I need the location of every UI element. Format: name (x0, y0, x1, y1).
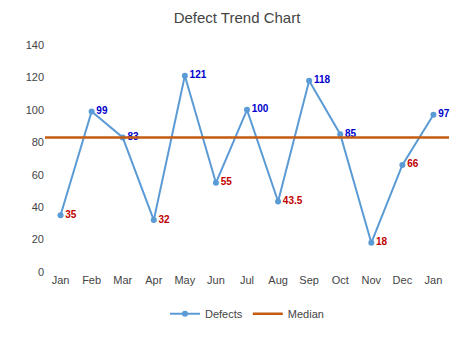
svg-text:Jun: Jun (207, 274, 225, 286)
svg-text:Aug: Aug (268, 274, 288, 286)
svg-text:Sep: Sep (299, 274, 319, 286)
svg-text:Apr: Apr (145, 274, 162, 286)
svg-text:55: 55 (221, 176, 233, 187)
svg-text:0: 0 (38, 266, 44, 278)
svg-text:Jan: Jan (52, 274, 70, 286)
svg-text:May: May (174, 274, 195, 286)
svg-text:118: 118 (314, 74, 331, 85)
svg-text:43.5: 43.5 (283, 195, 303, 206)
svg-text:Median: Median (288, 308, 324, 320)
svg-text:140: 140 (26, 39, 44, 51)
svg-text:85: 85 (345, 128, 357, 139)
svg-text:40: 40 (32, 201, 44, 213)
svg-text:80: 80 (32, 136, 44, 148)
svg-text:Mar: Mar (113, 274, 132, 286)
svg-text:100: 100 (26, 104, 44, 116)
svg-text:Oct: Oct (332, 274, 349, 286)
svg-text:97: 97 (438, 108, 450, 119)
svg-text:120: 120 (26, 71, 44, 83)
svg-text:Nov: Nov (362, 274, 382, 286)
svg-text:83: 83 (127, 131, 139, 142)
svg-text:35: 35 (65, 209, 77, 220)
svg-text:Jan: Jan (425, 274, 443, 286)
svg-text:66: 66 (407, 158, 419, 169)
svg-text:18: 18 (376, 236, 388, 247)
svg-text:Dec: Dec (393, 274, 413, 286)
svg-text:32: 32 (159, 214, 171, 225)
svg-text:99: 99 (96, 105, 108, 116)
svg-text:Defect Trend Chart: Defect Trend Chart (174, 9, 302, 26)
svg-text:Feb: Feb (82, 274, 101, 286)
svg-text:100: 100 (252, 103, 269, 114)
svg-text:121: 121 (190, 69, 207, 80)
svg-text:20: 20 (32, 233, 44, 245)
svg-text:Defects: Defects (205, 308, 243, 320)
svg-text:Jul: Jul (240, 274, 254, 286)
svg-text:60: 60 (32, 169, 44, 181)
